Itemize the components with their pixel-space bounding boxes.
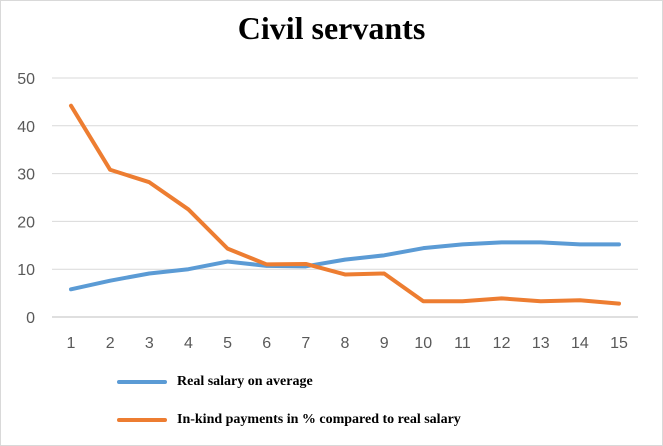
legend-item-in-kind-payments: In-kind payments in % compared to real s… xyxy=(117,409,461,431)
x-tick-label-6: 6 xyxy=(262,335,271,352)
y-tick-label-20: 20 xyxy=(17,214,35,231)
x-tick-label-4: 4 xyxy=(184,335,193,352)
x-tick-label-13: 13 xyxy=(532,335,550,352)
x-tick-label-12: 12 xyxy=(493,335,511,352)
y-tick-label-30: 30 xyxy=(17,167,35,184)
series-line-real-salary xyxy=(69,240,621,292)
y-tick-label-40: 40 xyxy=(17,119,35,136)
x-tick-label-7: 7 xyxy=(301,335,310,352)
x-tick-label-15: 15 xyxy=(610,335,628,352)
legend-swatch-real-salary xyxy=(117,380,167,384)
x-axis-ticks: 1 2 3 4 5 6 7 8 9 10 11 12 13 14 15 xyxy=(67,335,628,352)
legend-label-in-kind-payments: In-kind payments in % compared to real s… xyxy=(177,412,461,427)
y-tick-label-0: 0 xyxy=(26,310,35,327)
legend-label-real-salary: Real salary on average xyxy=(177,374,313,389)
x-tick-label-8: 8 xyxy=(341,335,350,352)
x-tick-label-11: 11 xyxy=(454,335,471,352)
grid-lines xyxy=(52,77,638,318)
y-tick-label-50: 50 xyxy=(17,71,35,88)
legend-swatch-in-kind-payments xyxy=(117,418,167,422)
x-tick-label-14: 14 xyxy=(571,335,589,352)
x-tick-label-9: 9 xyxy=(380,335,389,352)
x-tick-label-10: 10 xyxy=(414,335,432,352)
x-tick-label-5: 5 xyxy=(223,335,232,352)
x-tick-label-3: 3 xyxy=(145,335,154,352)
series-lines xyxy=(69,103,621,306)
chart-title: Civil servants xyxy=(237,10,426,46)
x-tick-label-1: 1 xyxy=(67,335,76,352)
x-tick-label-2: 2 xyxy=(106,335,115,352)
y-axis-ticks: 0 10 20 30 40 50 xyxy=(17,71,35,327)
legend-item-real-salary: Real salary on average xyxy=(117,371,313,393)
y-tick-label-10: 10 xyxy=(17,262,35,279)
series-line-in-kind-payments xyxy=(69,103,621,306)
